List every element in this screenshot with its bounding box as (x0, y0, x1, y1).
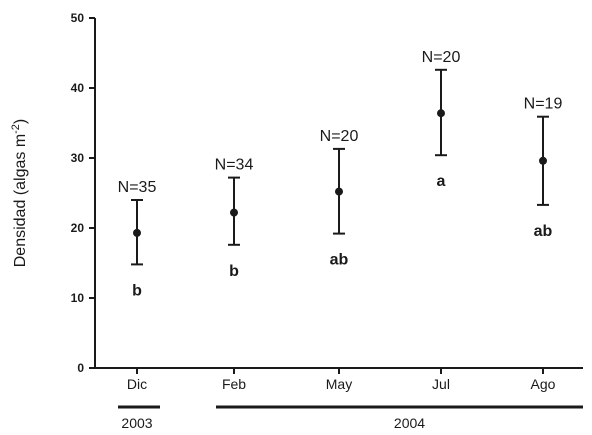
y-ticks: 0 10 20 30 40 50 (71, 11, 95, 375)
year-label: 2004 (394, 415, 425, 431)
sample-size-label: N=20 (422, 49, 461, 66)
sample-size-label: N=20 (320, 128, 359, 145)
mean-point (539, 156, 547, 165)
mean-point (335, 187, 343, 196)
mean-point (437, 109, 445, 118)
group-letter: b (132, 282, 142, 299)
y-tick-label: 0 (77, 361, 84, 375)
x-tick-label: Jul (432, 376, 450, 392)
mean-point (133, 228, 141, 237)
y-tick-label: 40 (71, 81, 85, 95)
y-axis-title-close: ) (12, 119, 29, 124)
group-letter: b (229, 263, 239, 280)
x-tick-label: Ago (531, 376, 556, 392)
y-axis-title-superscript: -2 (10, 124, 22, 134)
sample-size-label: N=34 (215, 157, 254, 174)
year-label: 2003 (121, 415, 152, 431)
sample-size-label: N=19 (524, 96, 563, 113)
x-tick-label: May (326, 376, 352, 392)
data-points: N=35 b N=34 b N=20 ab N=20 a N=19 ab (118, 49, 563, 300)
data-point-group: N=34 b (215, 157, 254, 280)
x-ticks: Dic Feb May Jul Ago (127, 368, 556, 392)
y-tick-label: 10 (71, 291, 85, 305)
data-point-group: N=20 a (422, 49, 461, 190)
x-tick-label: Feb (222, 376, 246, 392)
group-letter: a (437, 173, 446, 190)
x-tick-label: Dic (127, 376, 147, 392)
y-tick-label: 20 (71, 221, 85, 235)
y-axis-title: Densidad (algas m-2) (10, 119, 29, 268)
y-axis-title-main: Densidad (algas m (12, 134, 29, 267)
group-letter: ab (330, 252, 349, 269)
y-tick-label: 50 (71, 11, 85, 25)
data-point-group: N=20 ab (320, 128, 359, 269)
year-brackets: 2003 2004 (118, 405, 583, 431)
y-tick-label: 30 (71, 151, 85, 165)
sample-size-label: N=35 (118, 179, 157, 196)
data-point-group: N=35 b (118, 179, 157, 299)
data-point-group: N=19 ab (524, 96, 563, 240)
group-letter: ab (534, 223, 553, 240)
mean-point (230, 208, 238, 217)
